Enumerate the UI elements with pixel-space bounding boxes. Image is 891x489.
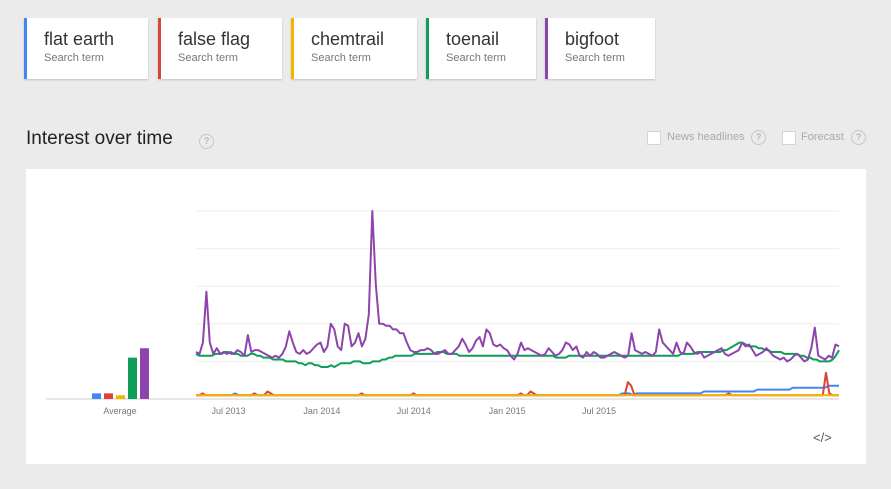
embed-code-icon[interactable]: </>	[813, 430, 832, 445]
average-bar-false-flag	[104, 393, 113, 399]
interest-over-time-chart: Average Jul 2013 Jan 2014 Jul 2014 Jan 2015…	[46, 210, 840, 416]
term-subtitle: Search term	[44, 52, 104, 64]
forecast-label: Forecast	[801, 131, 844, 143]
term-name: toenail	[446, 29, 500, 49]
forecast-checkbox[interactable]	[782, 131, 796, 145]
average-bar-flat-earth	[92, 393, 101, 399]
x-tick-label: Jul 2013	[211, 406, 245, 416]
series-line-toenail	[195, 341, 840, 368]
news-headlines-label: News headlines	[667, 131, 745, 143]
x-tick-label: Jan 2014	[303, 406, 340, 416]
average-label: Average	[103, 406, 136, 416]
section-title: Interest over time	[26, 128, 173, 149]
average-bar-chemtrail	[116, 395, 125, 399]
average-bar-bigfoot	[140, 348, 149, 399]
term-name: flat earth	[44, 29, 115, 49]
average-bar-toenail	[128, 357, 137, 399]
term-card-chemtrail[interactable]: chemtrail Search term	[291, 18, 417, 79]
x-axis-ticks: Jul 2013 Jan 2014 Jul 2014 Jan 2015 Jul 2015	[211, 406, 616, 416]
series-line-flat-earth	[196, 384, 839, 397]
term-name: bigfoot	[565, 29, 620, 49]
term-subtitle: Search term	[446, 52, 506, 64]
chart-panel: Average Jul 2013 Jan 2014 Jul 2014 Jan 2015…	[26, 169, 866, 464]
x-tick-label: Jul 2014	[397, 406, 431, 416]
term-subtitle: Search term	[311, 52, 371, 64]
term-card-toenail[interactable]: toenail Search term	[426, 18, 536, 79]
forecast-help-icon[interactable]: ?	[851, 130, 866, 145]
help-icon[interactable]: ?	[199, 134, 214, 149]
x-tick-label: Jul 2015	[582, 406, 616, 416]
news-help-icon[interactable]: ?	[751, 130, 766, 145]
term-subtitle: Search term	[565, 52, 625, 64]
term-card-false-flag[interactable]: false flag Search term	[158, 18, 282, 79]
news-headlines-checkbox[interactable]	[647, 131, 661, 145]
term-subtitle: Search term	[178, 52, 238, 64]
term-card-flat-earth[interactable]: flat earth Search term	[24, 18, 148, 79]
series-line-bigfoot	[195, 210, 840, 363]
x-tick-label: Jan 2015	[489, 406, 526, 416]
chart-grid	[46, 210, 839, 400]
term-name: chemtrail	[311, 29, 385, 49]
term-card-bigfoot[interactable]: bigfoot Search term	[545, 18, 655, 79]
term-name: false flag	[178, 29, 251, 49]
series-lines	[195, 210, 840, 397]
average-bars	[92, 348, 149, 399]
